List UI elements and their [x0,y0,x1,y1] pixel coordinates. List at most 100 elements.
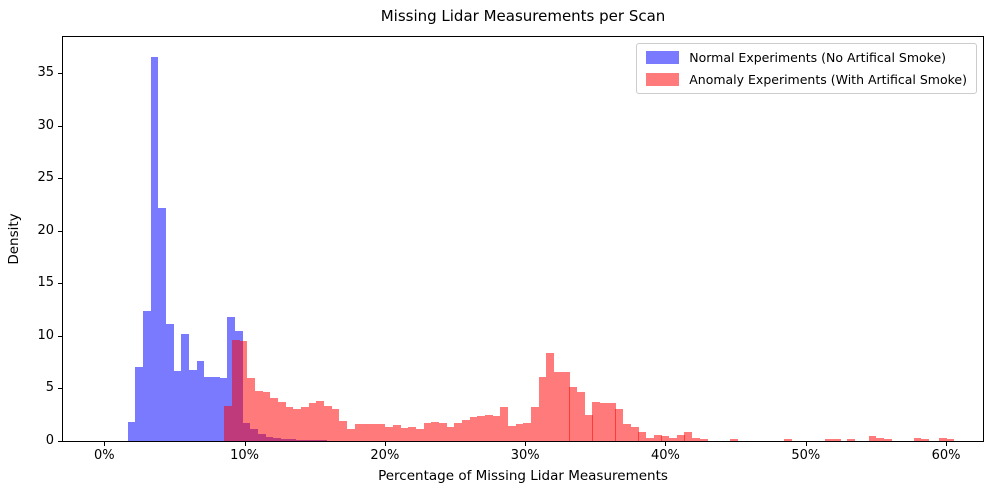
histogram-bar-anomaly [339,421,347,441]
y-tick-label: 30 [37,117,54,133]
histogram-bar-anomaly [354,424,363,441]
y-tick-mark [58,125,62,127]
y-tick-label: 15 [37,275,54,291]
x-tick-mark [665,442,667,446]
y-tick-mark [58,73,62,75]
histogram-bar-anomaly [293,408,301,441]
legend-swatch-normal [646,51,680,64]
histogram-bar-anomaly [346,429,355,441]
x-tick-label: 60% [931,448,961,463]
x-tick-mark [104,442,106,446]
x-tick-mark [384,442,386,446]
y-axis-label: Density [6,213,22,265]
histogram-bar-anomaly [492,416,501,441]
y-tick-label: 10 [37,327,54,343]
histogram-bar-anomaly [262,392,271,441]
histogram-bar-anomaly [446,427,455,441]
histogram-bar-anomaly [369,424,378,441]
legend-item-anomaly: Anomaly Experiments (With Artifical Smok… [646,72,967,87]
histogram-bar-anomaly [500,407,509,441]
histogram-bar-anomaly [323,405,332,441]
legend-item-normal: Normal Experiments (No Artifical Smoke) [646,50,967,65]
bars-layer [63,37,983,441]
histogram-bar-anomaly [469,417,478,441]
histogram-bar-anomaly [231,339,240,441]
x-tick-label: 30% [510,448,540,463]
histogram-bar-anomaly [247,377,255,441]
histogram-bar-anomaly [607,403,616,441]
x-tick-mark [244,442,246,446]
histogram-bar-anomaly [921,439,930,441]
histogram-bar-anomaly [300,406,309,441]
histogram-bar-normal [227,317,236,441]
legend-label-normal: Normal Experiments (No Artifical Smoke) [689,50,947,65]
y-tick-label: 5 [45,380,54,396]
histogram-bar-normal [181,333,189,441]
histogram-bar-anomaly [270,398,278,441]
x-tick-label: 10% [230,448,259,463]
histogram-bar-anomaly [331,408,340,441]
histogram-bar-anomaly [523,423,532,441]
y-tick-mark [58,335,62,337]
y-tick-mark [58,283,62,285]
histogram-bar-anomaly [692,438,700,441]
histogram-bar-anomaly [569,387,578,441]
histogram-bar-anomaly [285,406,294,441]
histogram-bar-normal [165,324,174,441]
histogram-bar-anomaly [592,401,601,441]
histogram-bar-anomaly [784,439,792,441]
histogram-bar-anomaly [431,422,440,441]
histogram-bar-anomaly [439,422,447,441]
histogram-bar-normal [204,376,212,441]
x-tick-mark [946,442,948,446]
histogram-bar-anomaly [393,425,401,441]
histogram-bar-anomaly [661,435,670,441]
histogram-bar-normal [135,367,143,441]
histogram-bar-anomaly [423,423,432,441]
histogram-bar-anomaly [454,422,463,441]
histogram-bar-normal [173,370,182,441]
histogram-bar-normal [189,369,197,441]
histogram-bar-anomaly [630,426,639,441]
histogram-bar-anomaly [577,392,585,441]
y-tick-label: 25 [37,170,54,186]
histogram-bar-anomaly [883,439,892,441]
histogram-bar-anomaly [400,428,409,441]
histogram-bar-anomaly [385,426,393,441]
plot-area: Normal Experiments (No Artifical Smoke) … [62,36,984,442]
histogram-bar-normal [219,377,228,441]
histogram-bar-anomaly [561,371,570,441]
histogram-bar-anomaly [308,403,317,441]
x-tick-label: 20% [370,448,400,463]
histogram-bar-anomaly [408,426,417,441]
histogram-bar-anomaly [938,437,947,441]
histogram-bar-anomaly [600,403,608,441]
y-tick-label: 20 [37,222,54,238]
histogram-bar-anomaly [868,435,877,441]
histogram-bar-anomaly [676,434,685,441]
histogram-bar-normal [150,56,159,441]
y-tick-mark [58,388,62,390]
histogram-bar-anomaly [846,439,855,441]
histogram-bar-anomaly [876,438,885,441]
histogram-bar-anomaly [462,420,470,441]
histogram-bar-anomaly [254,390,263,441]
histogram-bar-anomaly [377,423,386,441]
histogram-bar-anomaly [623,424,631,441]
histogram-bar-anomaly [615,408,624,441]
histogram-bar-anomaly [584,415,593,441]
x-axis-label: Percentage of Missing Lidar Measurements [378,468,668,484]
legend: Normal Experiments (No Artifical Smoke) … [636,43,977,94]
histogram-bar-anomaly [531,407,539,441]
histogram-bar-anomaly [638,432,647,441]
x-tick-label: 0% [93,448,115,463]
histogram-bar-normal [196,361,205,441]
histogram-bar-normal [158,207,166,441]
histogram-bar-anomaly [832,438,841,441]
histogram-bar-anomaly [508,426,516,441]
chart-title: Missing Lidar Measurements per Scan [380,7,666,25]
histogram-bar-anomaly [416,429,424,441]
y-tick-mark [58,178,62,180]
histogram-bar-anomaly [546,352,555,441]
